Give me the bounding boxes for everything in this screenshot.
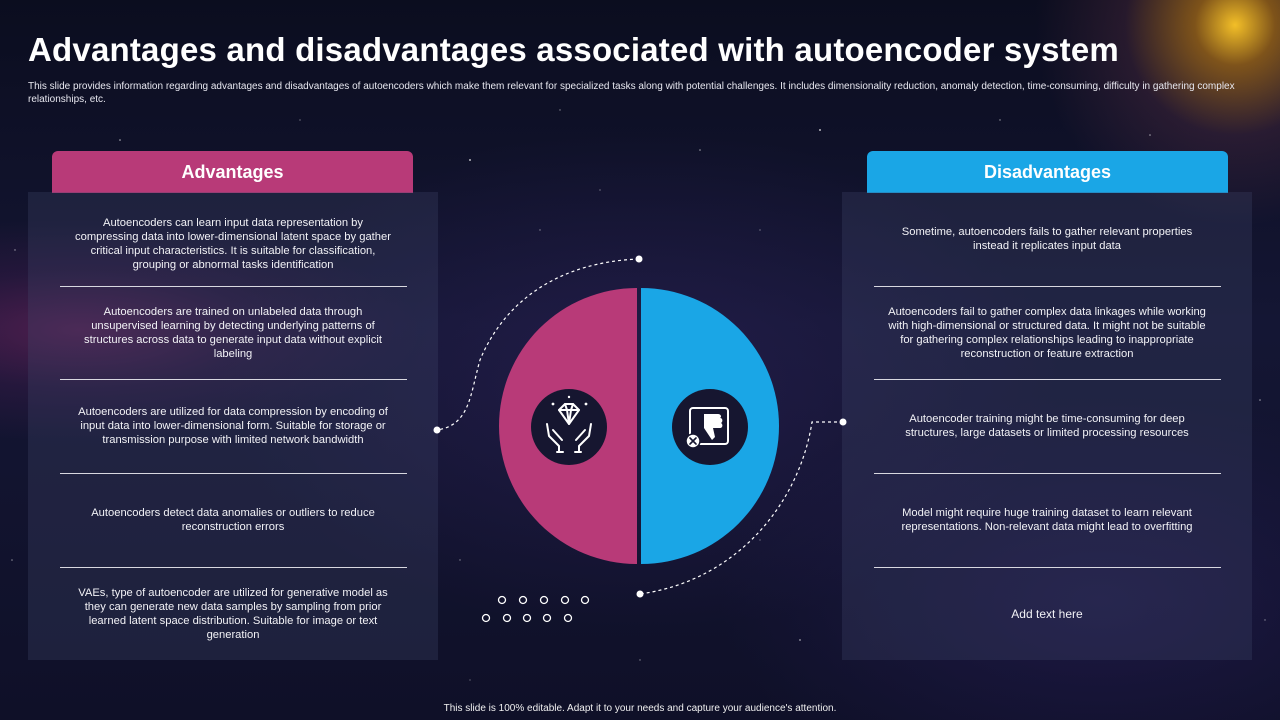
connector-advantages [436,258,640,431]
advantage-item-5: VAEs, type of autoencoder are utilized f… [78,587,388,641]
disadvantages-divider [874,473,1221,474]
advantage-item-4: Autoencoders detect data anomalies or ou… [91,507,375,533]
advantage-item-3: Autoencoders are utilized for data compr… [78,406,388,446]
connector-dot [433,426,441,434]
page-subtitle: This slide provides information regardin… [28,81,1235,105]
connector-dot [839,418,847,426]
disadvantages-divider [874,286,1221,287]
disadvantages-header: Disadvantages [867,151,1228,193]
center-graphic [433,255,847,623]
advantages-divider [60,379,407,380]
advantages-header: Advantages [52,151,413,193]
disadvantages-panel: Sometime, autoencoders fails to gather r… [842,192,1252,660]
advantages-divider [60,286,407,287]
connector-disadvantages [639,421,843,595]
page-title: Advantages and disadvantages associated … [28,31,1119,68]
advantage-item-2: Autoencoders are trained on unlabeled da… [84,306,382,360]
footer-note: This slide is 100% editable. Adapt it to… [443,703,837,714]
disadvantage-item-3: Autoencoder training might be time-consu… [905,413,1189,439]
thumbs-down-icon [672,389,748,465]
advantages-panel: Autoencoders can learn input data repres… [28,192,438,660]
diamond-hands-icon [531,389,607,465]
connector-dot [635,255,643,263]
disadvantage-item-2: Autoencoders fail to gather complex data… [888,306,1206,360]
disadvantages-divider [874,567,1221,568]
advantages-divider [60,473,407,474]
advantage-item-1: Autoencoders can learn input data repres… [75,217,391,271]
decorative-dots [481,595,590,623]
disadvantages-divider [874,379,1221,380]
connector-dot [636,590,644,598]
disadvantage-item-5: Add text here [1011,607,1083,621]
advantages-divider [60,567,407,568]
disadvantage-item-1: Sometime, autoencoders fails to gather r… [901,226,1193,252]
disadvantage-item-4: Model might require huge training datase… [901,507,1193,533]
